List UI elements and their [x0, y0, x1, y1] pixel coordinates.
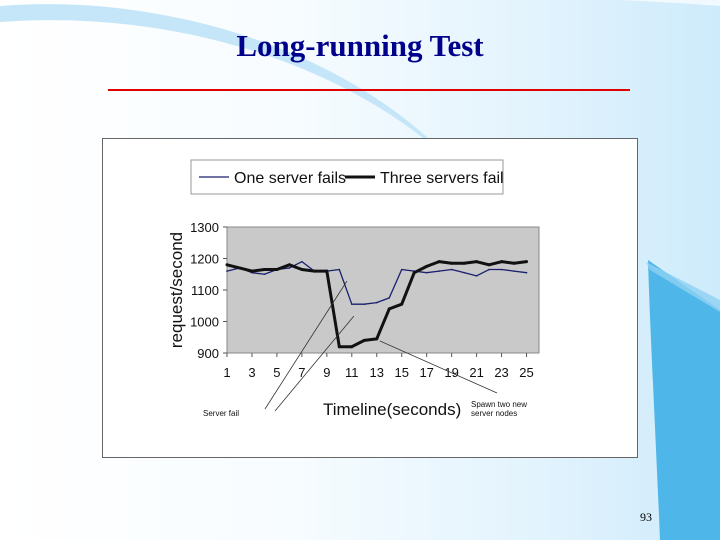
page-number: 93	[640, 510, 652, 524]
series-1-point	[400, 268, 403, 271]
plot-area	[226, 226, 540, 354]
x-tick-label: 23	[494, 365, 508, 380]
y-tick-label: 1200	[190, 252, 219, 267]
series-1-point	[525, 271, 528, 274]
annotation-spawn-line: Spawn two new	[471, 400, 527, 409]
legend-label-2: Three servers fail	[380, 170, 504, 187]
series-1-point	[226, 270, 228, 272]
chart-frame: 1300120011001000900135791113151719212325…	[102, 138, 638, 458]
title-underline	[108, 89, 630, 91]
series-2-point	[450, 261, 454, 265]
series-1-point	[288, 267, 291, 269]
series-2-point	[275, 268, 279, 272]
series-1-point	[500, 268, 503, 271]
x-tick-label: 17	[419, 365, 433, 380]
series-2-point	[350, 345, 354, 349]
x-tick-label: 1	[223, 365, 230, 380]
series-1-point	[301, 260, 303, 263]
line-chart: 1300120011001000900135791113151719212325…	[143, 155, 637, 441]
y-tick-label: 900	[197, 346, 219, 361]
series-1-point	[450, 268, 453, 271]
series-1-point	[488, 268, 490, 271]
series-2-point	[312, 269, 316, 273]
annotation-leader-1b	[274, 315, 355, 412]
x-tick-label: 3	[248, 365, 255, 380]
series-1-point	[438, 270, 440, 272]
series-1-point	[463, 271, 465, 274]
series-2-point	[487, 263, 491, 267]
annotation-leader-1a	[264, 280, 348, 410]
series-2-point	[325, 269, 329, 273]
series-1-point	[475, 275, 478, 277]
series-1-point	[513, 270, 515, 272]
annotation-spawn-line: server nodes	[471, 409, 517, 418]
series-2-point	[412, 271, 416, 275]
annotation-server-fail: Server fail	[203, 409, 239, 418]
series-2-point	[237, 266, 241, 270]
series-1-point	[263, 273, 266, 276]
series-2-point	[362, 338, 366, 342]
annotation-leader-2	[379, 340, 498, 394]
series-2-point	[387, 307, 391, 311]
series-2-point	[300, 268, 304, 272]
x-tick-label: 21	[469, 365, 483, 380]
x-tick-label: 15	[394, 365, 408, 380]
series-2-point	[250, 269, 254, 273]
series-2-point	[512, 261, 516, 265]
series-2-point	[525, 260, 529, 264]
series-2-point	[437, 260, 441, 264]
series-2-point	[400, 302, 404, 306]
slide-title: Long-running Test	[236, 28, 484, 63]
series-1-point	[425, 271, 428, 274]
series-2-point	[375, 337, 379, 341]
x-tick-label: 9	[323, 365, 330, 380]
series-1-point	[363, 303, 366, 305]
x-tick-label: 25	[519, 365, 533, 380]
series-1-point	[388, 297, 391, 299]
series-2-point	[262, 268, 266, 272]
x-tick-label: 5	[273, 365, 280, 380]
series-2-point	[475, 260, 479, 264]
series-2-point	[500, 260, 504, 264]
y-tick-label: 1300	[190, 220, 219, 235]
series-2-point	[287, 263, 291, 267]
series-1-point	[351, 303, 353, 305]
x-axis-label: Timeline(seconds)	[323, 400, 461, 419]
y-tick-label: 1000	[190, 315, 219, 330]
series-1-point	[338, 268, 341, 271]
series-1-point	[375, 301, 378, 304]
series-2-point	[425, 264, 429, 268]
series-2-point	[337, 345, 341, 349]
annotation-spawn-nodes: Spawn two new server nodes	[471, 400, 527, 418]
x-tick-label: 13	[370, 365, 384, 380]
series-2-point	[462, 261, 466, 265]
y-tick-label: 1100	[191, 283, 219, 298]
y-axis-label: request/second	[167, 232, 186, 348]
x-tick-label: 7	[298, 365, 305, 380]
series-2-point	[225, 263, 229, 267]
legend-label-1: One server fails	[234, 170, 346, 187]
x-tick-label: 11	[345, 365, 359, 380]
